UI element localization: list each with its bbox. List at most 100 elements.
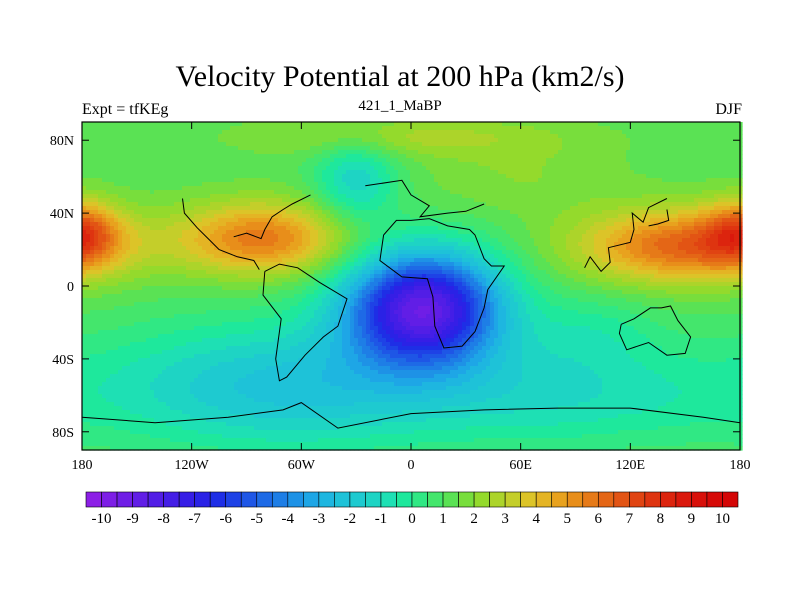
field-cell [86,214,91,219]
field-cell [454,174,459,179]
field-cell [222,162,227,167]
field-cell [634,238,639,243]
field-cell [714,194,719,199]
field-cell [174,158,179,163]
field-cell [558,150,563,155]
field-cell [202,130,207,135]
field-cell [694,230,699,235]
field-cell [86,202,91,207]
field-cell [670,126,675,131]
field-cell [366,198,371,203]
field-cell [382,174,387,179]
field-cell [262,150,267,155]
field-cell [90,150,95,155]
field-cell [282,194,287,199]
field-cell [90,218,95,223]
field-cell [118,122,123,127]
field-cell [698,138,703,143]
field-cell [710,194,715,199]
field-cell [566,234,571,239]
field-cell [482,222,487,227]
field-cell [450,186,455,191]
field-cell [142,242,147,247]
field-cell [462,158,467,163]
field-cell [466,162,471,167]
field-cell [450,174,455,179]
field-cell [530,166,535,171]
field-cell [550,178,555,183]
field-cell [538,210,543,215]
field-cell [554,122,559,127]
field-cell [194,150,199,155]
field-cell [582,146,587,151]
field-cell [470,178,475,183]
field-cell [174,134,179,139]
field-cell [626,194,631,199]
field-cell [438,122,443,127]
field-cell [262,142,267,147]
field-cell [302,194,307,199]
field-cell [494,146,499,151]
field-cell [538,218,543,223]
field-cell [478,146,483,151]
field-cell [486,226,491,231]
field-cell [526,214,531,219]
field-cell [386,138,391,143]
field-cell [430,142,435,147]
field-cell [514,166,519,171]
field-cell [310,130,315,135]
field-cell [214,202,219,207]
field-cell [674,166,679,171]
field-cell [546,126,551,131]
field-cell [634,234,639,239]
field-cell [530,154,535,159]
field-cell [94,138,99,143]
field-cell [234,130,239,135]
field-cell [638,170,643,175]
field-cell [598,158,603,163]
field-cell [722,122,727,127]
field-cell [198,154,203,159]
field-cell [150,178,155,183]
field-cell [654,214,659,219]
field-cell [578,146,583,151]
field-cell [390,166,395,171]
field-cell [686,194,691,199]
field-cell [214,126,219,131]
field-cell [562,202,567,207]
field-cell [718,170,723,175]
field-cell [350,134,355,139]
field-cell [174,234,179,239]
field-cell [106,194,111,199]
field-cell [570,162,575,167]
field-cell [430,134,435,139]
field-cell [474,138,479,143]
field-cell [502,198,507,203]
field-cell [390,206,395,211]
field-cell [478,198,483,203]
field-cell [598,190,603,195]
field-cell [326,210,331,215]
field-cell [98,230,103,235]
field-cell [626,134,631,139]
field-cell [594,182,599,187]
field-cell [370,226,375,231]
field-cell [554,226,559,231]
contour-field [82,122,743,451]
field-cell [86,174,91,179]
field-cell [114,234,119,239]
field-cell [586,122,591,127]
field-cell [266,238,271,243]
field-cell [530,134,535,139]
field-cell [714,174,719,179]
field-cell [514,230,519,235]
field-cell [262,186,267,191]
field-cell [606,226,611,231]
field-cell [678,218,683,223]
field-cell [322,130,327,135]
field-cell [294,138,299,143]
field-cell [150,182,155,187]
field-cell [438,214,443,219]
field-cell [462,214,467,219]
field-cell [370,150,375,155]
